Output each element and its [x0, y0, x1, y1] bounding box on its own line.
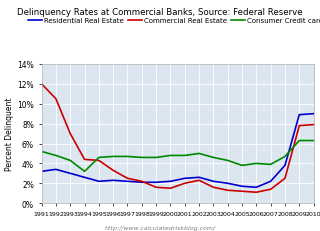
Consumer Credit cards: [83, 170, 86, 173]
Consumer Credit cards: [240, 164, 244, 167]
Consumer Credit cards: [54, 154, 58, 157]
Residential Real Estate: [154, 181, 158, 184]
Residential Real Estate: [54, 168, 58, 171]
Consumer Credit cards: [312, 140, 316, 142]
Consumer Credit cards: [269, 163, 273, 166]
Commercial Real Estate: [83, 158, 86, 161]
Consumer Credit cards: [297, 140, 301, 142]
Residential Real Estate: [97, 180, 101, 183]
Consumer Credit cards: [68, 159, 72, 162]
Residential Real Estate: [83, 176, 86, 179]
Consumer Credit cards: [283, 155, 287, 158]
Consumer Credit cards: [197, 152, 201, 155]
Line: Residential Real Estate: Residential Real Estate: [42, 114, 314, 187]
Text: http://www.calculatedriskblog.com/: http://www.calculatedriskblog.com/: [104, 225, 216, 230]
Consumer Credit cards: [111, 155, 115, 158]
Residential Real Estate: [212, 180, 215, 183]
Residential Real Estate: [183, 177, 187, 180]
Commercial Real Estate: [197, 179, 201, 182]
Residential Real Estate: [125, 180, 129, 183]
Residential Real Estate: [254, 186, 258, 189]
Consumer Credit cards: [169, 154, 172, 157]
Commercial Real Estate: [169, 187, 172, 190]
Commercial Real Estate: [183, 182, 187, 185]
Text: Delinquency Rates at Commercial Banks, Source: Federal Reserve: Delinquency Rates at Commercial Banks, S…: [17, 8, 303, 17]
Consumer Credit cards: [254, 162, 258, 165]
Residential Real Estate: [283, 164, 287, 167]
Consumer Credit cards: [97, 156, 101, 159]
Commercial Real Estate: [240, 190, 244, 193]
Commercial Real Estate: [111, 169, 115, 172]
Commercial Real Estate: [269, 188, 273, 191]
Residential Real Estate: [226, 182, 230, 185]
Commercial Real Estate: [54, 98, 58, 101]
Consumer Credit cards: [154, 156, 158, 159]
Consumer Credit cards: [140, 156, 144, 159]
Residential Real Estate: [297, 114, 301, 117]
Residential Real Estate: [169, 180, 172, 183]
Y-axis label: Percent Delinquent: Percent Delinquent: [5, 97, 14, 170]
Commercial Real Estate: [226, 189, 230, 192]
Residential Real Estate: [111, 179, 115, 182]
Consumer Credit cards: [125, 155, 129, 158]
Commercial Real Estate: [140, 180, 144, 183]
Consumer Credit cards: [212, 156, 215, 159]
Commercial Real Estate: [97, 159, 101, 162]
Commercial Real Estate: [68, 133, 72, 135]
Commercial Real Estate: [312, 124, 316, 126]
Commercial Real Estate: [125, 177, 129, 180]
Residential Real Estate: [68, 172, 72, 175]
Residential Real Estate: [312, 113, 316, 116]
Consumer Credit cards: [40, 150, 44, 153]
Residential Real Estate: [269, 180, 273, 183]
Residential Real Estate: [240, 185, 244, 188]
Residential Real Estate: [140, 181, 144, 184]
Commercial Real Estate: [283, 177, 287, 180]
Commercial Real Estate: [212, 186, 215, 189]
Residential Real Estate: [197, 176, 201, 179]
Commercial Real Estate: [154, 186, 158, 189]
Residential Real Estate: [40, 170, 44, 173]
Commercial Real Estate: [254, 191, 258, 194]
Commercial Real Estate: [40, 83, 44, 86]
Line: Consumer Credit cards: Consumer Credit cards: [42, 141, 314, 172]
Legend: Residential Real Estate, Commercial Real Estate, Consumer Credit cards: Residential Real Estate, Commercial Real…: [26, 15, 320, 27]
Line: Commercial Real Estate: Commercial Real Estate: [42, 85, 314, 192]
Consumer Credit cards: [226, 159, 230, 162]
Consumer Credit cards: [183, 154, 187, 157]
Commercial Real Estate: [297, 125, 301, 128]
